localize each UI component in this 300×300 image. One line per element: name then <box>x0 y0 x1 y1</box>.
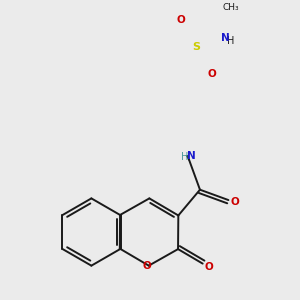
Text: N: N <box>187 151 195 161</box>
Text: O: O <box>207 69 216 79</box>
Text: O: O <box>230 197 239 207</box>
Text: H: H <box>227 36 235 46</box>
Text: O: O <box>176 14 185 25</box>
Text: CH₃: CH₃ <box>223 3 239 12</box>
Text: N: N <box>221 33 230 43</box>
Text: S: S <box>192 42 200 52</box>
Text: O: O <box>143 261 152 271</box>
Text: O: O <box>205 262 213 272</box>
Text: H: H <box>181 152 188 162</box>
